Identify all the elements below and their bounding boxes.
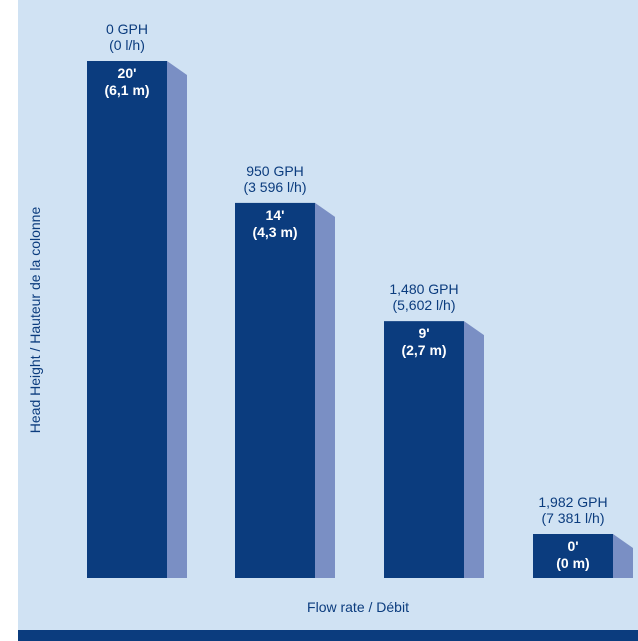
head-label-m-1: (6,1 m) <box>104 82 149 98</box>
y-axis-title: Head Height / Hauteur de la colonne <box>27 207 43 434</box>
flow-label-lph-2: (3 596 l/h) <box>243 179 306 195</box>
head-label-ft-3: 9' <box>418 325 429 341</box>
head-label-ft-4: 0' <box>567 538 578 554</box>
x-axis-title: Flow rate / Débit <box>307 599 409 615</box>
flow-label-gph-4: 1,982 GPH <box>538 494 607 510</box>
bars-group: 0 GPH(0 l/h) 20'(6,1 m) 950 GPH(3 596 l/h)… <box>87 21 633 578</box>
flow-label-lph-4: (7 381 l/h) <box>541 510 604 526</box>
flow-label-gph-3: 1,480 GPH <box>389 281 458 297</box>
bar-1 <box>87 61 167 578</box>
flow-label-lph-3: (5,602 l/h) <box>392 297 455 313</box>
bar-3 <box>384 321 464 578</box>
head-label-m-3: (2,7 m) <box>401 342 446 358</box>
bar-2 <box>235 202 315 578</box>
flow-label-lph-1: (0 l/h) <box>109 37 145 53</box>
bar-side-4 <box>613 534 633 578</box>
head-label-ft-1: 20' <box>118 65 137 81</box>
head-label-m-2: (4,3 m) <box>252 224 297 240</box>
head-label-m-4: (0 m) <box>556 555 589 571</box>
bar-side-1 <box>167 61 187 578</box>
flow-label-gph-1: 0 GPH <box>106 21 148 37</box>
bar-side-2 <box>315 202 335 578</box>
bar-side-3 <box>464 321 484 578</box>
bottom-band <box>18 630 638 641</box>
head-label-ft-2: 14' <box>266 207 285 223</box>
flow-label-gph-2: 950 GPH <box>246 163 304 179</box>
bar-4 <box>533 534 613 578</box>
